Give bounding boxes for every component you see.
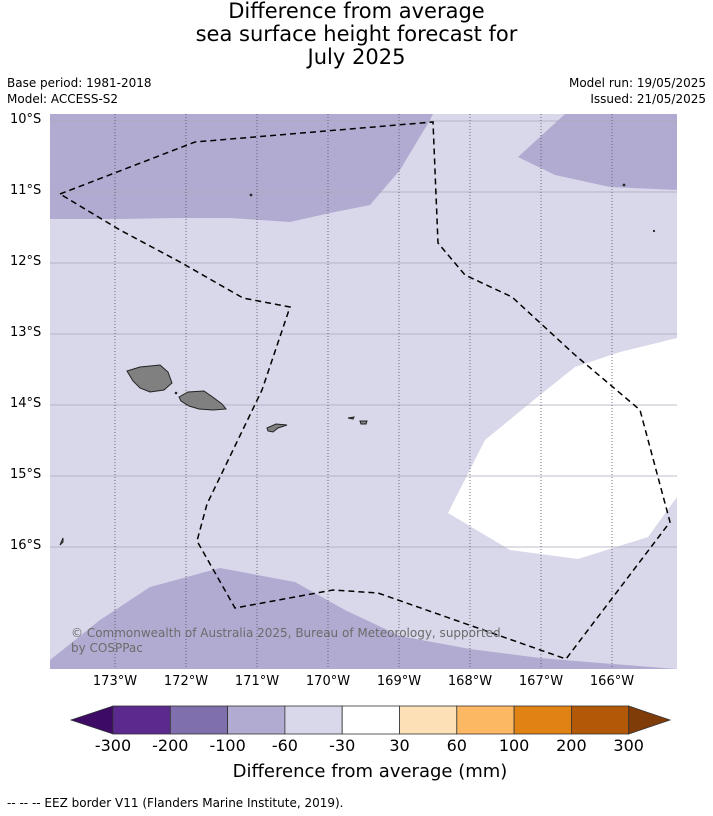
colorbar-segment-5 [341,705,400,735]
colorbar-tick-label: -60 [271,736,298,755]
colorbar-tick-label: 300 [613,736,644,755]
colorbar-max-extension [628,705,672,735]
title-line-1: Difference from average [228,0,485,23]
apolima-islet [174,391,178,395]
colorbar-tick-label: 60 [446,736,467,755]
lon-label: 166°W [589,674,635,689]
eez-legend-note: -- -- -- EEZ border V11 (Flanders Marine… [7,796,344,810]
colorbar-segment-3 [227,705,286,735]
lat-label: 12°S [10,254,42,269]
lon-label: 168°W [447,674,493,689]
colorbar-tick-label: -300 [94,736,132,755]
negative-anomaly-region-northeast [518,114,677,190]
meta-left: Base period: 1981-2018 Model: ACCESS-S2 [7,75,152,107]
samoa-islands [59,183,656,546]
colorbar-tick-label: 100 [498,736,530,755]
longitude-lines [114,114,613,669]
meta-right: Model run: 19/05/2025 Issued: 21/05/2025 [569,75,706,107]
wallis-futuna-islet [59,537,64,546]
lon-label: 173°W [92,674,138,689]
lon-label: 167°W [518,674,564,689]
colorbar-segment-1 [112,705,171,735]
colorbar-segment-4 [284,705,343,735]
colorbar-segment-8 [513,705,572,735]
tokelau-islet-2 [652,229,656,233]
lon-label: 169°W [376,674,422,689]
colorbar-tick-label: -30 [329,736,356,755]
lat-label: 13°S [10,325,42,340]
colorbar [69,705,672,735]
colorbar-min-extension [69,705,114,735]
model-run: Model run: 19/05/2025 [568,76,706,90]
savaii-island [126,364,173,393]
copyright-notice: © Commonwealth of Australia 2025, Bureau… [71,626,501,655]
map-title: Difference from average sea surface heig… [0,0,713,69]
graticule [50,114,677,669]
lon-label: 170°W [305,674,351,689]
lon-label: 172°W [163,674,209,689]
lat-label: 14°S [10,396,42,411]
tutuila-island [266,423,288,433]
title-line-3: July 2025 [307,45,406,69]
colorbar-title: Difference from average (mm) [232,761,508,782]
upolu-island [178,390,227,411]
lon-label: 171°W [234,674,280,689]
colorbar-tick-label: -100 [209,736,246,755]
title-line-2: sea surface height forecast for [195,22,518,46]
ofu-olosega-island [347,416,355,420]
lat-label: 11°S [10,183,42,198]
colorbar-segment-7 [456,705,515,735]
map-plot-area [50,114,677,669]
lat-label: 16°S [10,538,42,553]
issued-date: Issued: 21/05/2025 [590,92,706,106]
colorbar-tick-label: 200 [556,736,587,755]
base-period: Base period: 1981-2018 [7,76,152,90]
colorbar-segment-6 [399,705,458,735]
colorbar-segment-9 [571,705,630,735]
eez-borders [58,121,671,660]
tau-island [359,420,368,425]
tokelau-islet-1 [622,183,626,187]
lat-label: 15°S [10,467,42,482]
latitude-lines [50,120,677,548]
colorbar-tick-label: 30 [389,736,410,755]
eez-border-samoa [58,121,671,660]
swains-island [249,193,253,197]
negative-anomaly-region-south [50,568,677,669]
colorbar-segment-2 [169,705,229,735]
colorbar-tick-label: -200 [152,736,189,755]
lat-label: 10°S [10,112,42,127]
model-name: Model: ACCESS-S2 [7,92,119,106]
negative-anomaly-region-north [50,114,433,222]
